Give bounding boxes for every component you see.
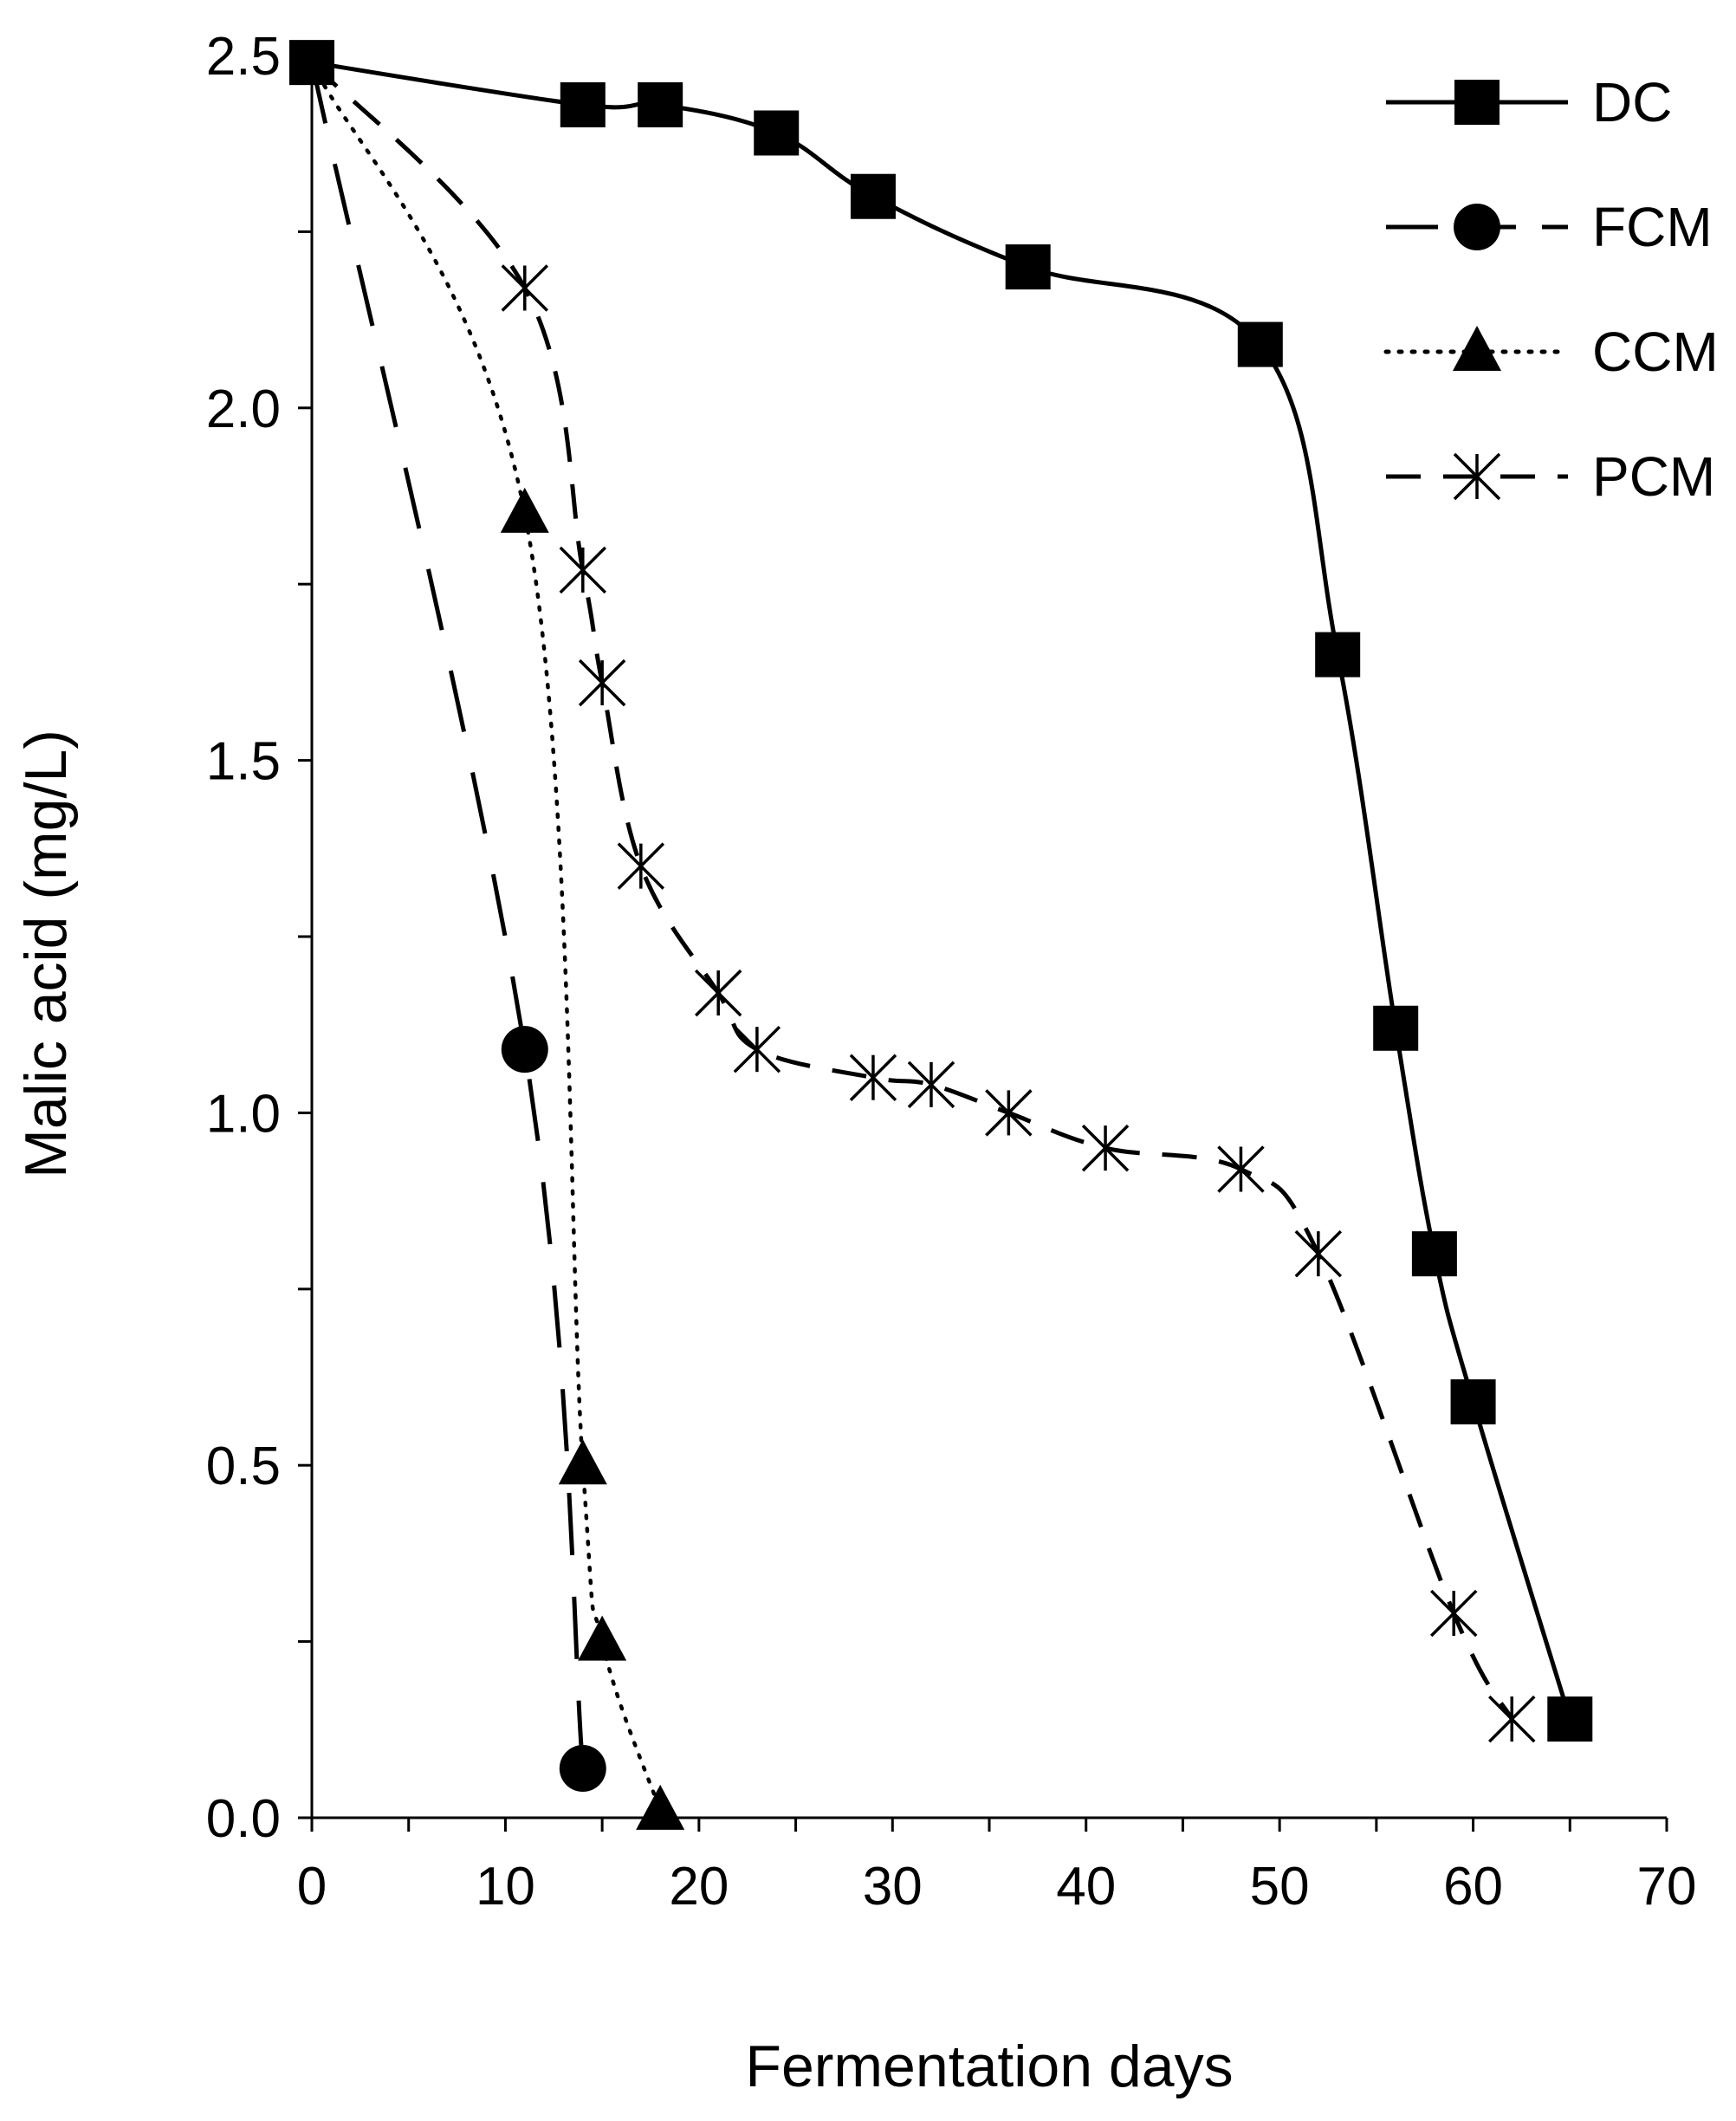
data-point-dc <box>1315 632 1361 678</box>
series-line-ccm <box>309 60 663 1813</box>
axes: 0.0 0.5 1.0 1.5 2.0 2.5 0 10 20 30 40 50 60 70 <box>206 27 1697 1917</box>
data-point-ccm <box>636 1784 685 1830</box>
series-line-pcm <box>310 61 1514 1721</box>
data-point-pcm <box>559 546 607 594</box>
data-point-pcm <box>1488 1695 1536 1743</box>
data-point-dc <box>1411 1231 1457 1277</box>
data-point-dc <box>638 81 683 127</box>
series-lines <box>309 60 1572 1813</box>
data-point-dc <box>289 40 334 86</box>
x-tick-label: 10 <box>476 1857 535 1917</box>
data-point-pcm <box>1217 1145 1265 1193</box>
y-tick-label: 0.5 <box>206 1437 281 1496</box>
data-point-dc <box>1005 244 1051 290</box>
data-point-pcm <box>501 264 549 312</box>
legend-marker-dc <box>1454 80 1500 125</box>
legend-item-pcm: PCM <box>1386 445 1715 508</box>
legend: DC FCM CCM PCM <box>1383 71 1719 508</box>
data-point-fcm <box>559 1745 606 1793</box>
data-point-pcm <box>1294 1229 1343 1278</box>
legend-label-dc: DC <box>1592 71 1672 133</box>
legend-label-pcm: PCM <box>1592 445 1715 508</box>
legend-item-dc: DC <box>1386 71 1672 133</box>
x-tick-label: 30 <box>863 1857 923 1917</box>
y-tick-label: 0.0 <box>206 1789 281 1849</box>
y-tick-label: 1.5 <box>206 732 281 792</box>
legend-marker-fcm <box>1454 204 1500 250</box>
data-point-dc <box>754 110 800 156</box>
data-point-pcm <box>617 842 665 890</box>
series-line-fcm <box>309 62 586 1769</box>
legend-item-ccm: CCM <box>1383 321 1719 383</box>
x-tick-label: 0 <box>297 1857 327 1917</box>
data-point-ccm <box>578 1615 627 1661</box>
y-tick-label: 2.0 <box>206 379 281 439</box>
data-point-pcm <box>907 1060 955 1109</box>
data-point-pcm <box>985 1089 1033 1137</box>
data-point-dc <box>1373 1005 1419 1051</box>
legend-marker-pcm <box>1453 452 1501 501</box>
x-tick-label: 40 <box>1056 1857 1116 1917</box>
data-point-fcm <box>501 1026 548 1073</box>
y-tick-label: 1.0 <box>206 1084 281 1144</box>
data-point-pcm <box>694 969 742 1017</box>
legend-item-fcm: FCM <box>1386 196 1713 258</box>
series-markers <box>289 40 1593 1830</box>
data-point-dc <box>560 81 606 127</box>
legend-label-ccm: CCM <box>1592 321 1719 383</box>
data-point-pcm <box>578 658 626 707</box>
data-point-pcm <box>733 1025 781 1073</box>
data-point-dc <box>850 173 896 219</box>
series-line-dc <box>311 60 1572 1720</box>
x-tick-label: 70 <box>1637 1857 1697 1917</box>
x-tick-label: 60 <box>1443 1857 1503 1917</box>
data-point-dc <box>1237 321 1283 367</box>
data-point-pcm <box>849 1054 897 1101</box>
data-point-pcm <box>1429 1589 1478 1638</box>
data-point-ccm <box>500 487 549 533</box>
y-axis-title: Malic acid (mg/L) <box>13 730 79 1178</box>
data-point-dc <box>1547 1696 1593 1742</box>
x-axis-title: Fermentation days <box>745 2033 1233 2099</box>
data-point-ccm <box>558 1439 607 1485</box>
legend-label-fcm: FCM <box>1592 196 1713 258</box>
x-tick-label: 20 <box>669 1857 729 1917</box>
data-point-dc <box>1450 1378 1496 1424</box>
data-point-pcm <box>1081 1124 1130 1172</box>
legend-marker-ccm <box>1453 326 1501 371</box>
y-tick-label: 2.5 <box>206 27 281 87</box>
x-tick-label: 50 <box>1250 1857 1310 1917</box>
